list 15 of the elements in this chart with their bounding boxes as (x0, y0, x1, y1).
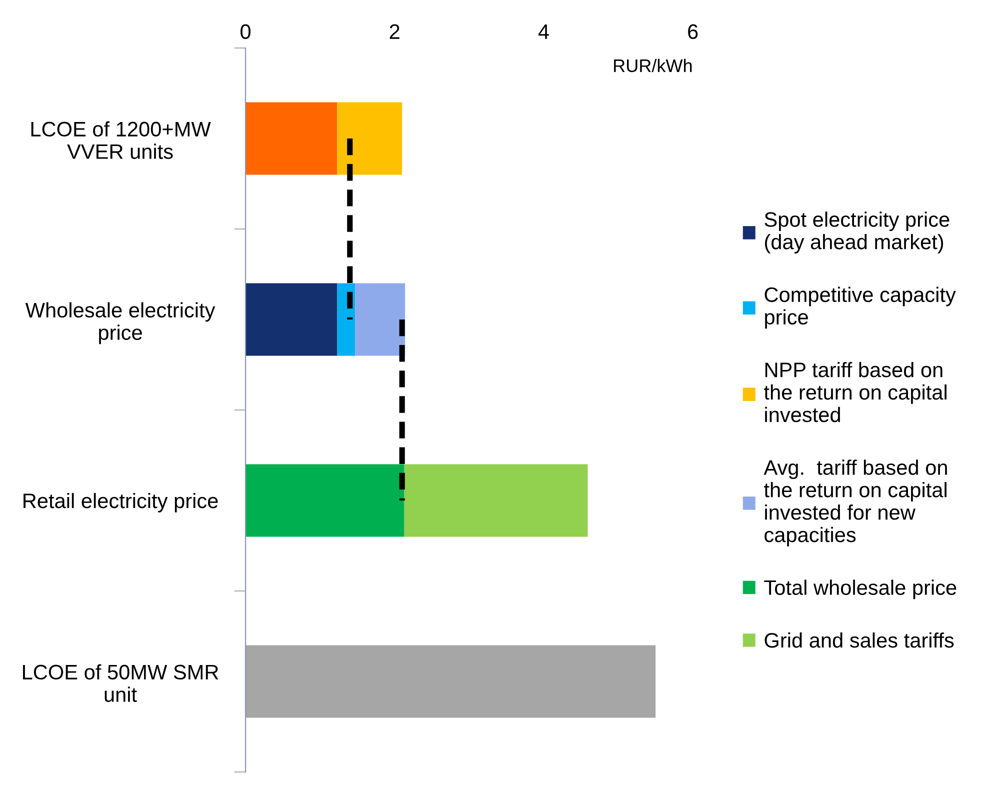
legend-label: Spot electricity price (day ahead market) (764, 212, 950, 254)
y-tick-label: LCOE of 1200+MW VVER units (31, 121, 211, 159)
legend-label: Total wholesale price (764, 580, 956, 600)
legend-label: NPP tariff based on the return on capital invested (764, 362, 946, 422)
legend-label: Competitive capacity price (764, 286, 956, 329)
y-tick-label: LCOE of 50MW SMR unit (23, 664, 218, 702)
y-tick-label: Wholesale electricity price (25, 302, 216, 344)
x-axis-title: RUR/kWh (614, 58, 692, 72)
x-tick-label: 4 (538, 24, 549, 39)
x-tick-label: 2 (390, 24, 400, 39)
x-tick-label: 0 (240, 24, 250, 40)
x-tick-label: 6 (688, 24, 698, 40)
y-tick-label: Retail electricity price (24, 492, 218, 512)
legend-label: Grid and sales tariffs (764, 632, 954, 648)
legend-label: Avg. tariff based on the return on capital invested for new capacities (764, 460, 947, 546)
